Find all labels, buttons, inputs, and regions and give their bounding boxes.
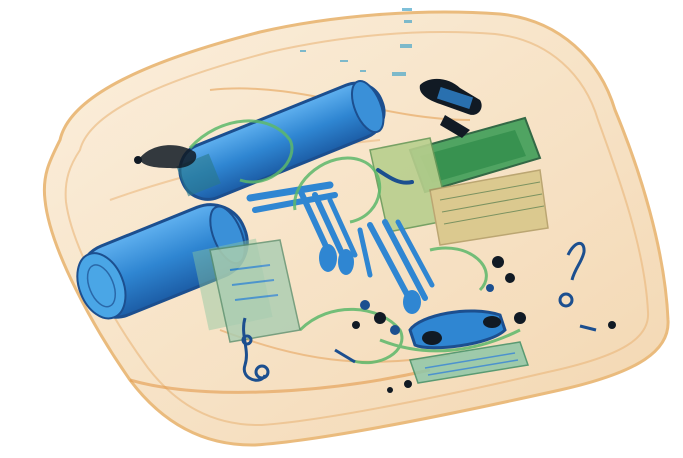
circuit-board-icon bbox=[369, 137, 549, 246]
small-parts-icon bbox=[334, 241, 616, 393]
lower-board-icon bbox=[408, 341, 530, 384]
bag-outline-icon bbox=[42, 10, 670, 447]
tool-case-icon bbox=[408, 309, 507, 350]
connector-board-icon bbox=[209, 239, 301, 343]
cable-loop-icon bbox=[188, 119, 521, 365]
chain-cable-icon bbox=[241, 317, 270, 382]
scan-noise-speckles bbox=[300, 8, 412, 76]
device-black-icon bbox=[419, 78, 482, 138]
flask-top-icon bbox=[134, 80, 386, 201]
